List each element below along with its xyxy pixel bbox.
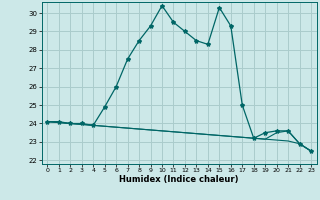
X-axis label: Humidex (Indice chaleur): Humidex (Indice chaleur) xyxy=(119,175,239,184)
